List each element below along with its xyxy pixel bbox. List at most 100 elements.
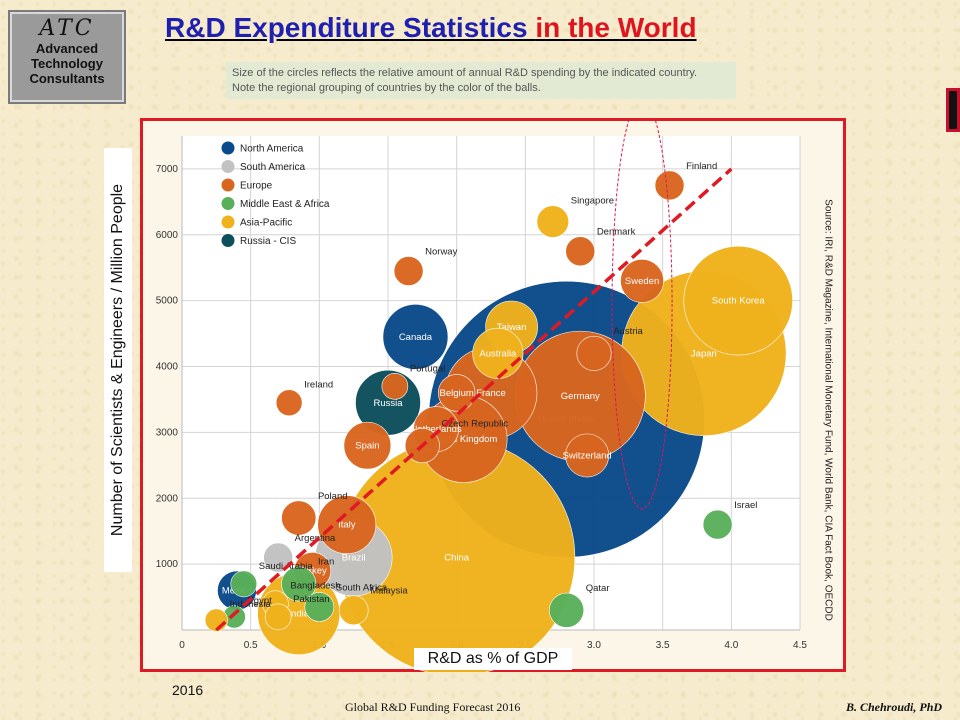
y-tick-label: 2000 (156, 493, 179, 504)
source-note-text: Source: IRI, R&D Magazine, International… (822, 199, 834, 621)
bubble-label: Turkey (298, 566, 327, 577)
bubble-label: Egypt (247, 596, 272, 607)
logo-name-line3: Consultants (29, 71, 105, 86)
legend-swatch (221, 141, 235, 155)
bubble-denmark (565, 236, 596, 267)
bubble-label: Qatar (586, 583, 610, 594)
bubble-label: Austria (613, 326, 643, 337)
legend-swatch (221, 160, 235, 173)
bubble-label: India (288, 609, 309, 620)
bubble-belgium (437, 374, 476, 412)
bubble-label: Italy (338, 520, 356, 531)
bubble-finland (654, 170, 685, 201)
y-tick-label: 5000 (156, 296, 179, 307)
bubble-label: Netherlands (410, 424, 461, 435)
y-tick-label: 6000 (156, 230, 179, 241)
bubble-saudi-arabia (230, 570, 258, 598)
bubble-label: Bangladesh (290, 581, 340, 592)
bubble-austria (576, 335, 612, 371)
bubble-label: Russia (373, 398, 403, 409)
bubble-ireland (275, 389, 303, 417)
bubble-label: Indonesia (230, 599, 272, 610)
x-tick-label: 0.5 (244, 640, 258, 651)
bubble-label: Finland (686, 161, 717, 172)
bubble-south-korea (683, 245, 793, 356)
bubble-label: France (476, 388, 506, 399)
bubble-israel (702, 509, 733, 540)
bubble-spain (343, 421, 392, 470)
bubble-canada (382, 304, 449, 370)
bubble-label: Denmark (597, 227, 636, 238)
bubble-portugal (381, 372, 409, 400)
bubble-poland (281, 500, 317, 536)
trend-line (215, 167, 733, 632)
x-tick-label: 3.5 (656, 640, 670, 651)
bubble-label: Switzerland (563, 450, 612, 461)
bubble-label: Spain (355, 441, 379, 452)
bubble-label: Pakistan (293, 594, 329, 605)
bubble-switzerland (565, 433, 610, 478)
bubble-label: South Korea (712, 296, 766, 307)
bubble-label: Brazil (342, 553, 366, 564)
slide-title-part1: R&D Expenditure Statistics (165, 12, 536, 43)
y-tick-label: 7000 (156, 164, 179, 175)
bubble-label: Singapore (571, 196, 614, 207)
bubble-label: Czech Republic (442, 418, 509, 429)
footer-author: B. Chehroudi, PhD (846, 700, 943, 714)
company-logo: ATC Advanced Technology Consultants (8, 10, 126, 104)
bubble-italy (317, 495, 377, 555)
bubble-sweden (620, 259, 664, 303)
logo-name-line2: Technology (31, 56, 103, 71)
y-axis-label-text: Number of Scientists & Engineers / Milli… (109, 183, 126, 537)
chart-note: Size of the circles reflects the relativ… (226, 62, 736, 99)
legend-entry: South America (240, 162, 305, 173)
bubble-label: Taiwan (497, 322, 527, 333)
legend-entry: Middle East & Africa (240, 199, 330, 210)
bubble-label: Japan (691, 348, 717, 359)
slide-title: R&D Expenditure Statistics in the World (165, 12, 697, 44)
y-tick-label: 4000 (156, 362, 179, 373)
legend-swatch (221, 197, 235, 210)
bubble-label: Canada (399, 332, 433, 343)
bubble-label: Argentina (295, 533, 336, 544)
bubble-label: Portugal (410, 363, 445, 374)
x-tick-label: 4.0 (724, 640, 738, 651)
legend-entry: Europe (240, 181, 273, 192)
bubble-label: Norway (425, 246, 457, 257)
legend-swatch (221, 234, 235, 247)
chart-note-line2: Note the regional grouping of countries … (232, 82, 541, 94)
bubble-label: Poland (318, 491, 348, 502)
legend-swatch (221, 215, 235, 229)
bubble-label: South Africa (336, 582, 388, 593)
bubble-iran (281, 566, 317, 602)
source-note: Source: IRI, R&D Magazine, International… (818, 199, 838, 621)
bubble-label: Australia (479, 348, 517, 359)
bubble-south-africa (304, 592, 335, 622)
y-tick-label: 3000 (156, 427, 179, 438)
x-tick-label: 3.0 (587, 640, 601, 651)
footer-center: Global R&D Funding Forecast 2016 (345, 700, 521, 714)
highlight-ellipse (611, 118, 673, 510)
bubble-singapore (536, 205, 570, 238)
x-axis-label: R&D as % of GDP (414, 648, 572, 670)
legend-entry: North America (240, 144, 304, 155)
logo-abbreviation: ATC (39, 16, 95, 41)
bubble-label: Sweden (625, 276, 659, 287)
bubble-norway (393, 256, 424, 286)
chart-note-line1: Size of the circles reflects the relativ… (232, 67, 698, 79)
bubble-label: Israel (734, 500, 757, 511)
bubble-label: Malaysia (370, 586, 408, 597)
bubble-malaysia (338, 595, 369, 626)
legend-entry: Russia - CIS (240, 236, 296, 247)
bubble-label: Germany (561, 391, 600, 402)
legend-entry: Asia-Pacific (240, 218, 292, 229)
x-tick-label: 0 (179, 640, 185, 651)
bubble-label: Ireland (304, 380, 333, 391)
y-axis-label: Number of Scientists & Engineers / Milli… (104, 148, 132, 572)
footer-year: 2016 (172, 682, 204, 698)
bubble-pakistan (264, 603, 292, 631)
bubble-argentina (263, 542, 293, 573)
bubble-label: Iran (318, 557, 334, 568)
slide-edge-marker (946, 88, 960, 132)
bubble-label: United Kingdom (430, 434, 498, 445)
